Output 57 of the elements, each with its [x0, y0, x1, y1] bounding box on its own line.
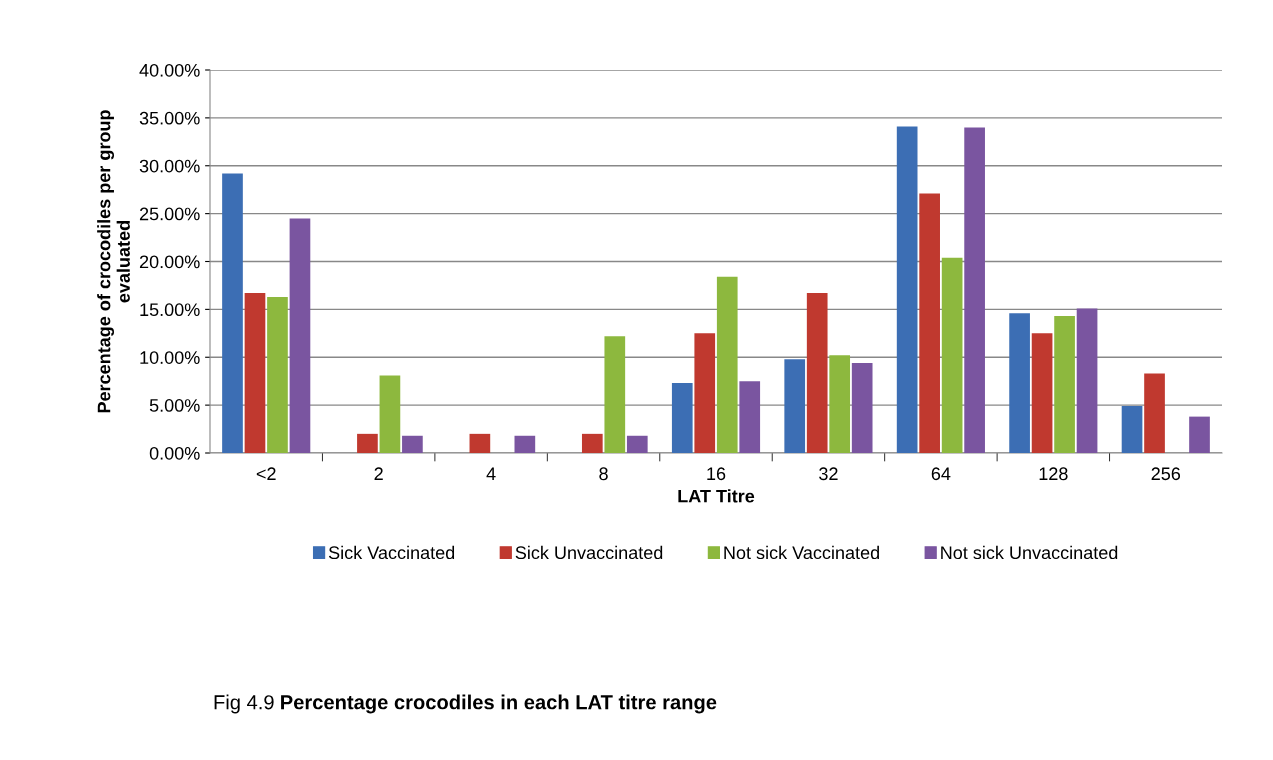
bar [1144, 373, 1165, 453]
bar [1054, 316, 1075, 453]
legend-label: Not sick Unvaccinated [941, 545, 1118, 560]
bar [941, 257, 963, 453]
x-tick-label: 32 [819, 467, 838, 481]
x-tick-label: 16 [707, 467, 726, 481]
bar [581, 433, 603, 453]
bar [829, 355, 851, 453]
bar [964, 127, 985, 453]
caption: Fig 4.9 [214, 694, 274, 714]
y-tick-label: 20.00% [139, 255, 200, 269]
bar [716, 276, 738, 453]
x-tick-label: 2 [374, 467, 383, 480]
legend-label: Not sick Vaccinated [724, 545, 879, 560]
bar [1031, 333, 1053, 453]
bar [1076, 308, 1098, 453]
x-tick-label: 128 [1039, 467, 1068, 481]
legend-label: Sick Vaccinated [328, 545, 455, 560]
bar [1121, 406, 1143, 453]
bar [919, 193, 940, 453]
x-tick-label: 8 [599, 467, 608, 481]
bar [784, 359, 806, 453]
x-tick-label: 4 [486, 467, 496, 480]
bar [604, 336, 626, 453]
y-tick-label: 30.00% [139, 159, 200, 173]
bar [289, 218, 311, 453]
x-axis-title: LAT Titre [678, 489, 755, 503]
y-axis-title: Percentage of crocodiles per group evaluated [97, 110, 130, 413]
legend-label: Sick Unvaccinated [515, 545, 663, 560]
y-tick-label: 40.00% [139, 63, 200, 77]
y-tick-label: 10.00% [140, 351, 200, 364]
y-tick-label: 5.00% [149, 399, 200, 412]
bar [514, 435, 536, 453]
y-tick-label: 35.00% [139, 111, 200, 125]
bar [402, 435, 423, 453]
bar [694, 333, 716, 453]
bar [806, 293, 828, 453]
x-tick-label: 64 [931, 467, 951, 481]
bar [671, 383, 693, 453]
x-tick-label: 256 [1151, 467, 1181, 481]
bar [1189, 416, 1210, 453]
bar [739, 381, 761, 453]
bar [626, 435, 648, 453]
y-tick-label: 0.00% [149, 446, 200, 460]
bar [244, 293, 266, 453]
bar [267, 296, 288, 453]
y-tick-label: 25.00% [139, 207, 200, 221]
y-tick-label: 15.00% [140, 303, 200, 317]
bar [469, 433, 491, 453]
bar [357, 433, 378, 453]
text: Percentage crocodiles in each LAT titre range [281, 694, 717, 714]
x-tick-label: <2 [256, 467, 276, 480]
bar [896, 126, 918, 453]
bar [851, 362, 873, 453]
bar [222, 173, 243, 453]
bar [379, 375, 401, 453]
bar [1009, 313, 1030, 453]
